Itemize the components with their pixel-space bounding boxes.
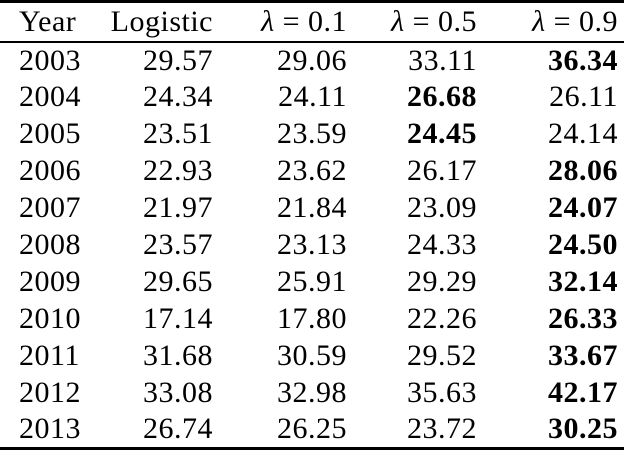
value-cell: 21.97 xyxy=(143,191,213,224)
column-header-lambda-0-9: λ = 0.9 xyxy=(532,4,618,38)
year-cell: 2005 xyxy=(19,117,81,150)
value-cell: 33.67 xyxy=(548,339,618,372)
value-cell: 29.65 xyxy=(143,265,213,298)
year-cell: 2011 xyxy=(19,339,80,372)
value-cell: 25.91 xyxy=(277,265,347,298)
year-cell: 2006 xyxy=(19,154,81,187)
value-cell: 23.62 xyxy=(277,154,347,187)
value-cell: 26.11 xyxy=(549,80,618,113)
table-row: 2011 31.68 30.59 29.52 33.67 xyxy=(0,338,624,375)
table-row: 2003 29.57 29.06 33.11 36.34 xyxy=(0,42,624,79)
column-header-year: Year xyxy=(19,4,77,38)
value-cell: 33.11 xyxy=(408,43,477,77)
value-cell: 17.14 xyxy=(143,302,213,335)
table-row: 2004 24.34 24.11 26.68 26.11 xyxy=(0,79,624,116)
table-row: 2012 33.08 32.98 35.63 42.17 xyxy=(0,375,624,412)
table-row: 2007 21.97 21.84 23.09 24.07 xyxy=(0,190,624,227)
value-cell: 29.52 xyxy=(407,339,477,372)
value-cell: 24.33 xyxy=(407,228,477,261)
table-header: Year Logistic λ = 0.1 λ = 0.5 λ = 0.9 xyxy=(0,2,624,42)
value-cell: 26.74 xyxy=(143,412,213,446)
value-cell: 36.34 xyxy=(548,43,618,77)
value-cell: 17.80 xyxy=(277,302,347,335)
value-cell: 21.84 xyxy=(277,191,347,224)
value-cell: 42.17 xyxy=(548,376,618,409)
year-cell: 2012 xyxy=(19,376,81,409)
year-cell: 2009 xyxy=(19,265,81,298)
column-header-lambda-0-1: λ = 0.1 xyxy=(261,4,347,38)
column-header-lambda-0-5: λ = 0.5 xyxy=(391,4,477,38)
value-cell: 29.29 xyxy=(407,265,477,298)
year-cell: 2004 xyxy=(19,80,81,113)
table-row: 2013 26.74 26.25 23.72 30.25 xyxy=(0,412,624,449)
value-cell: 23.13 xyxy=(277,228,347,261)
value-cell: 23.57 xyxy=(143,228,213,261)
value-cell: 30.25 xyxy=(548,412,618,446)
value-cell: 24.34 xyxy=(143,80,213,113)
value-cell: 28.06 xyxy=(548,154,618,187)
header-row: Year Logistic λ = 0.1 λ = 0.5 λ = 0.9 xyxy=(0,2,624,42)
value-cell: 29.06 xyxy=(277,43,347,77)
lambda-symbol: λ xyxy=(391,4,405,38)
table-row: 2006 22.93 23.62 26.17 28.06 xyxy=(0,153,624,190)
value-cell: 22.26 xyxy=(407,302,477,335)
table-row: 2005 23.51 23.59 24.45 24.14 xyxy=(0,116,624,153)
value-cell: 24.45 xyxy=(407,117,477,150)
column-header-logistic: Logistic xyxy=(110,4,213,38)
table-row: 2009 29.65 25.91 29.29 32.14 xyxy=(0,264,624,301)
year-cell: 2003 xyxy=(19,43,81,77)
year-cell: 2007 xyxy=(19,191,81,224)
value-cell: 24.07 xyxy=(548,191,618,224)
value-cell: 30.59 xyxy=(277,339,347,372)
value-cell: 31.68 xyxy=(143,339,213,372)
lambda-symbol: λ xyxy=(261,4,275,38)
value-cell: 33.08 xyxy=(143,376,213,409)
table-row: 2010 17.14 17.80 22.26 26.33 xyxy=(0,301,624,338)
year-cell: 2008 xyxy=(19,228,81,261)
value-cell: 24.14 xyxy=(548,117,618,150)
value-cell: 35.63 xyxy=(407,376,477,409)
value-cell: 32.14 xyxy=(548,265,618,298)
value-cell: 23.09 xyxy=(407,191,477,224)
value-cell: 23.72 xyxy=(407,412,477,446)
value-cell: 26.17 xyxy=(407,154,477,187)
value-cell: 23.51 xyxy=(143,117,213,150)
value-cell: 23.59 xyxy=(277,117,347,150)
value-cell: 24.11 xyxy=(278,80,347,113)
value-cell: 29.57 xyxy=(143,43,213,77)
value-cell: 24.50 xyxy=(548,228,618,261)
value-cell: 26.68 xyxy=(407,80,477,113)
value-cell: 22.93 xyxy=(143,154,213,187)
value-cell: 32.98 xyxy=(277,376,347,409)
year-cell: 2010 xyxy=(19,302,81,335)
table-row: 2008 23.57 23.13 24.33 24.50 xyxy=(0,227,624,264)
value-cell: 26.25 xyxy=(277,412,347,446)
lambda-symbol: λ xyxy=(532,4,546,38)
table-body: 2003 29.57 29.06 33.11 36.34 2004 24.34 24.11 26… xyxy=(0,42,624,449)
value-cell: 26.33 xyxy=(548,302,618,335)
year-cell: 2013 xyxy=(19,412,81,446)
